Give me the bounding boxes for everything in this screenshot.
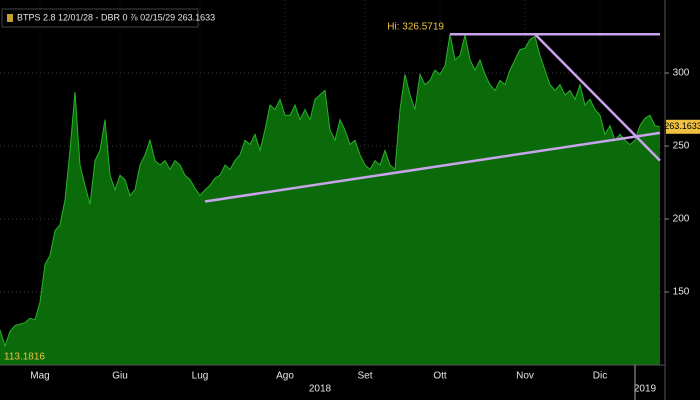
x-tick-label: Ott [433,371,447,382]
area [0,34,660,365]
legend-icon [7,14,13,22]
last-price-label: 263.1633 [664,121,700,131]
x-tick-label: Giu [112,371,128,382]
trend-line [204,131,661,203]
legend-title: BTPS 2.8 12/01/28 - DBR 0 ⅞ 02/15/29 263… [17,12,215,22]
trend-line [534,33,661,162]
x-tick-label: Set [357,371,372,382]
area-line [0,34,661,348]
x-tick-label: Ago [276,371,294,382]
y-tick-label: 300 [673,68,690,79]
year-label: 2018 [309,384,332,395]
y-tick-label: 200 [673,214,690,225]
y-tick-label: 250 [673,141,690,152]
x-tick-label: Nov [516,371,534,382]
x-tick-label: Dic [593,371,607,382]
legend-box [1,8,199,28]
year-label: 2019 [634,384,657,395]
x-tick-label: Lug [192,371,209,382]
y-tick-label: 150 [673,287,690,298]
last-price-tag [666,119,700,134]
x-tick-label: Mag [30,371,49,382]
low-label: 113.1816 [4,352,45,363]
high-label: Hi: 326.5719 [387,22,444,33]
